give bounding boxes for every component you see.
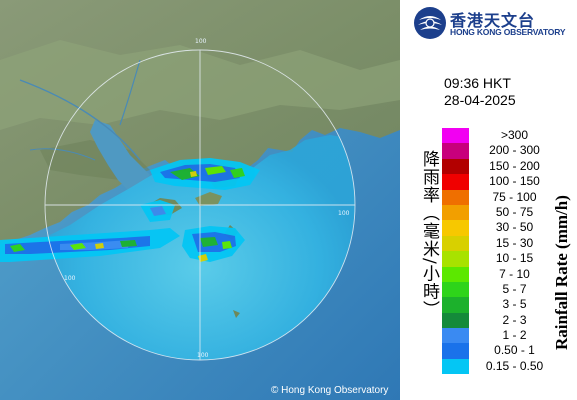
legend-label: 0.50 - 1 [494,343,535,358]
legend-row: 10 - 15 [442,251,560,267]
legend-swatch [442,143,469,159]
legend-row: 30 - 50 [442,220,560,236]
rain-echoes [0,158,260,262]
legend-swatch [442,128,469,144]
legend-label: 200 - 300 [489,143,540,158]
legend-row: 1 - 2 [442,328,560,344]
legend-label: 75 - 100 [492,189,537,204]
hk-island [195,192,222,206]
legend-row: 7 - 10 [442,266,560,282]
legend-swatch [442,297,469,313]
rainfall-legend: >300 200 - 300 150 - 200 100 - 150 75 - 100 5… [442,128,560,375]
legend-label: 1 - 2 [502,328,527,343]
legend-swatch [442,158,469,175]
range-label-south: 100 [197,352,209,359]
legend-label: 150 - 200 [489,158,540,173]
legend-row: 50 - 75 [442,204,560,221]
legend-swatch [442,204,469,221]
legend-swatch [442,343,469,359]
hko-emblem-icon [414,7,446,39]
legend-label: 50 - 75 [495,204,534,219]
legend-swatch [442,174,469,190]
legend-row: 75 - 100 [442,189,560,205]
legend-row: 150 - 200 [442,158,560,175]
legend-swatch [442,235,469,252]
legend-label: 7 - 10 [499,266,530,281]
legend-label: 2 - 3 [502,312,527,327]
legend-row: 15 - 30 [442,235,560,252]
estuary-water [90,120,150,190]
legend-row: 0.15 - 0.50 [442,358,560,375]
legend-label: 5 - 7 [502,281,527,296]
logo-name-cn: 香港天文台 [450,11,536,30]
radar-map-graphic [0,0,400,400]
range-label-north: 100 [195,38,207,45]
observation-date: 28-04-2025 [444,92,516,108]
legend-label: >300 [500,128,529,142]
legend-label: 0.15 - 0.50 [485,358,544,373]
observation-time: 09:36 HKT [444,75,511,91]
copyright-notice: © Hong Kong Observatory [271,385,389,396]
legend-swatch [442,281,469,298]
legend-swatch [442,266,469,282]
legend-label: 10 - 15 [495,251,534,266]
legend-swatch [442,220,469,236]
legend-label: 30 - 50 [495,220,534,235]
logo-name-en: HONG KONG OBSERVATORY [450,27,566,37]
legend-row: 100 - 150 [442,174,560,190]
legend-swatch [442,358,469,375]
legend-swatch [442,189,469,205]
legend-swatch [442,251,469,267]
legend-swatch [442,328,469,344]
range-label-east: 100 [338,210,350,217]
range-label-west: 100 [64,275,76,282]
legend-swatch [442,312,469,329]
hko-logo[interactable]: 香港天文台 HONG KONG OBSERVATORY [413,5,573,41]
legend-row: 5 - 7 [442,281,560,298]
legend-row: >300 [442,128,560,144]
side-panel: 香港天文台 HONG KONG OBSERVATORY 09:36 HKT 28… [400,0,577,400]
legend-row: 2 - 3 [442,312,560,329]
legend-row: 200 - 300 [442,143,560,159]
legend-row: 3 - 5 [442,297,560,313]
radar-map[interactable]: 100 100 100 100 © Hong Kong Observatory [0,0,400,400]
legend-title-cn: 降雨率（毫米/小時） [419,150,439,319]
legend-label: 15 - 30 [495,235,534,250]
legend-row: 0.50 - 1 [442,343,560,359]
range-rings [44,49,356,361]
legend-label: 3 - 5 [502,297,527,312]
legend-label: 100 - 150 [489,174,540,189]
